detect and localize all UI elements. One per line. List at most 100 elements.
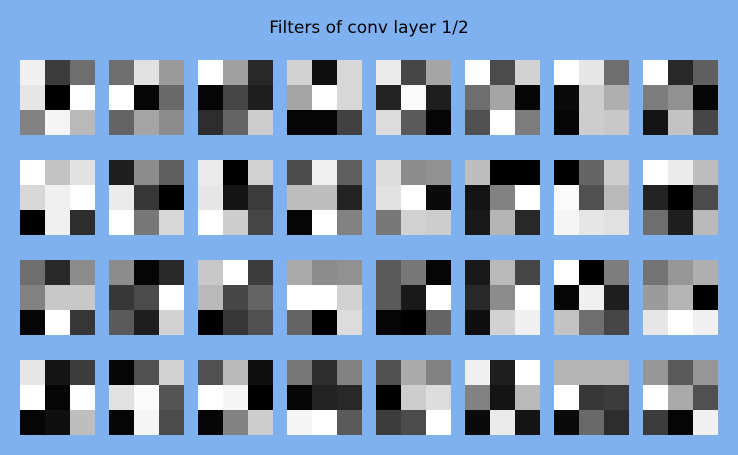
filter-21 xyxy=(376,260,451,335)
filter-pixel xyxy=(465,360,490,385)
filter-pixel xyxy=(465,385,490,410)
filter-pixel xyxy=(604,385,629,410)
filter-pixel xyxy=(20,185,45,210)
filter-pixel xyxy=(20,360,45,385)
filter-pixel xyxy=(693,60,718,85)
filter-pixel xyxy=(554,185,579,210)
filter-pixel xyxy=(693,285,718,310)
filter-pixel xyxy=(376,210,401,235)
filter-pixel xyxy=(426,210,451,235)
filter-pixel xyxy=(159,410,184,435)
filter-pixel xyxy=(554,85,579,110)
filter-pixel xyxy=(248,85,273,110)
filter-pixel xyxy=(134,310,159,335)
filter-pixel xyxy=(376,85,401,110)
filter-pixel xyxy=(426,85,451,110)
filter-pixel xyxy=(401,60,426,85)
filter-pixel xyxy=(287,385,312,410)
filter-pixel xyxy=(45,360,70,385)
filter-pixel xyxy=(554,210,579,235)
filter-pixel xyxy=(159,260,184,285)
filter-pixel xyxy=(109,360,134,385)
filter-pixel xyxy=(223,260,248,285)
filter-pixel xyxy=(337,285,362,310)
filter-pixel xyxy=(287,210,312,235)
filter-pixel xyxy=(45,385,70,410)
filter-pixel xyxy=(604,260,629,285)
filter-pixel xyxy=(20,110,45,135)
filter-pixel xyxy=(643,110,668,135)
filter-pixel xyxy=(337,210,362,235)
filter-pixel xyxy=(668,210,693,235)
filter-pixel xyxy=(198,185,223,210)
filter-pixel xyxy=(668,185,693,210)
filter-pixel xyxy=(248,260,273,285)
filter-pixel xyxy=(248,360,273,385)
filter-pixel xyxy=(337,60,362,85)
filter-pixel xyxy=(465,310,490,335)
filter-pixel xyxy=(287,110,312,135)
filter-pixel xyxy=(465,85,490,110)
filter-pixel xyxy=(312,310,337,335)
filter-pixel xyxy=(223,410,248,435)
filter-pixel xyxy=(490,210,515,235)
filter-pixel xyxy=(159,210,184,235)
filter-pixel xyxy=(134,160,159,185)
filter-pixel xyxy=(198,285,223,310)
filter-pixel xyxy=(248,285,273,310)
filter-pixel xyxy=(401,160,426,185)
filter-pixel xyxy=(337,85,362,110)
filter-pixel xyxy=(70,110,95,135)
filter-pixel xyxy=(515,410,540,435)
filter-pixel xyxy=(312,385,337,410)
filter-pixel xyxy=(693,385,718,410)
filter-pixel xyxy=(70,385,95,410)
filter-pixel xyxy=(287,160,312,185)
filter-pixel xyxy=(643,285,668,310)
filter-pixel xyxy=(376,110,401,135)
filter-pixel xyxy=(643,385,668,410)
filter-pixel xyxy=(109,160,134,185)
filter-pixel xyxy=(198,85,223,110)
filter-pixel xyxy=(554,260,579,285)
filter-pixel xyxy=(693,260,718,285)
filter-pixel xyxy=(223,110,248,135)
filter-13 xyxy=(376,160,451,235)
filter-pixel xyxy=(20,160,45,185)
filter-pixel xyxy=(70,210,95,235)
filter-pixel xyxy=(376,60,401,85)
filter-pixel xyxy=(643,185,668,210)
filter-pixel xyxy=(643,210,668,235)
filter-pixel xyxy=(426,160,451,185)
filter-pixel xyxy=(579,410,604,435)
filter-pixel xyxy=(134,360,159,385)
filter-pixel xyxy=(426,360,451,385)
filter-pixel xyxy=(376,310,401,335)
filter-10 xyxy=(109,160,184,235)
filter-pixel xyxy=(401,310,426,335)
filter-pixel xyxy=(337,160,362,185)
filter-pixel xyxy=(604,310,629,335)
filter-22 xyxy=(465,260,540,335)
filter-pixel xyxy=(312,210,337,235)
filter-pixel xyxy=(490,310,515,335)
filter-pixel xyxy=(287,185,312,210)
filter-pixel xyxy=(401,210,426,235)
filter-pixel xyxy=(198,310,223,335)
filter-pixel xyxy=(401,260,426,285)
filter-pixel xyxy=(604,285,629,310)
filter-pixel xyxy=(312,85,337,110)
filter-pixel xyxy=(70,410,95,435)
filter-pixel xyxy=(465,185,490,210)
filter-pixel xyxy=(579,160,604,185)
filter-pixel xyxy=(337,410,362,435)
filter-pixel xyxy=(287,260,312,285)
filter-pixel xyxy=(554,285,579,310)
filter-pixel xyxy=(134,410,159,435)
filter-pixel xyxy=(45,185,70,210)
filter-pixel xyxy=(109,285,134,310)
filter-pixel xyxy=(134,60,159,85)
filter-pixel xyxy=(515,210,540,235)
filter-29 xyxy=(376,360,451,435)
